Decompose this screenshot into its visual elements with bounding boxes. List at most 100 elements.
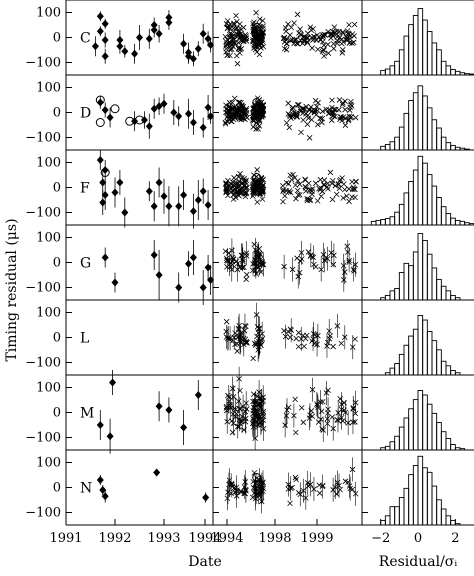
data-point-diamond <box>175 112 183 121</box>
data-point-cross <box>352 336 358 342</box>
data-point-diamond <box>96 476 104 484</box>
histogram-bar <box>417 455 424 526</box>
histogram-bar <box>431 267 438 301</box>
data-point-cross <box>328 117 335 124</box>
data-point-cross <box>353 178 359 185</box>
x-tick-label: 2 <box>451 531 459 546</box>
y-tick-label: 0 <box>53 31 61 46</box>
data-point-cross <box>336 482 342 489</box>
data-point-cross <box>235 174 242 180</box>
data-point-cross <box>242 322 248 329</box>
data-point-cross <box>243 177 250 184</box>
x-tick-label: 1992 <box>98 531 131 546</box>
data-point-cross <box>344 35 350 41</box>
data-point-cross <box>254 475 260 481</box>
data-point-cross <box>319 108 326 115</box>
data-point-cross <box>260 408 267 415</box>
data-point-diamond <box>150 251 158 259</box>
histogram-bar <box>384 218 391 226</box>
x-tick-label: 1998 <box>258 531 291 546</box>
data-point-cross <box>232 39 238 46</box>
data-point-cross <box>250 423 257 430</box>
histogram-bar <box>464 73 470 76</box>
histogram-bar <box>422 319 428 376</box>
y-tick-label: 0 <box>53 481 61 496</box>
histogram-bar <box>417 390 424 451</box>
data-point-circle <box>252 98 262 107</box>
data-point-cross <box>291 412 297 419</box>
data-point-cross <box>287 37 294 44</box>
data-point-diamond <box>96 27 104 36</box>
data-point-diamond <box>150 21 158 29</box>
data-point-cross <box>227 112 234 119</box>
histogram-bar <box>436 349 442 376</box>
data-point-cross <box>230 35 237 42</box>
data-point-cross <box>298 250 305 256</box>
data-point-cross <box>295 489 302 496</box>
data-point-cross <box>258 181 264 187</box>
data-point-cross <box>293 335 299 342</box>
y-tick-label: −100 <box>25 356 61 371</box>
histogram-bar <box>426 471 433 526</box>
data-point-cross <box>336 185 343 192</box>
data-point-cross <box>327 32 333 38</box>
data-point-diamond <box>194 196 202 204</box>
data-point-cross <box>309 191 315 198</box>
histogram-bar <box>445 515 452 526</box>
data-point-cross <box>286 124 293 131</box>
data-point-cross <box>252 400 259 406</box>
data-point-cross <box>289 266 296 273</box>
data-point-cross <box>332 484 339 490</box>
data-point-cross <box>331 252 337 259</box>
data-point-cross <box>239 256 246 263</box>
data-point-cross <box>309 37 316 44</box>
data-point-cross <box>317 36 324 43</box>
data-point-cross <box>254 167 260 173</box>
data-point-cross <box>282 333 289 340</box>
data-point-cross <box>317 187 324 193</box>
histogram-bar <box>398 426 405 451</box>
histogram-bar <box>384 372 391 376</box>
data-point-cross <box>298 404 305 411</box>
data-point-diamond <box>199 187 207 196</box>
data-point-diamond <box>204 103 212 112</box>
data-point-diamond <box>155 29 163 38</box>
data-point-cross <box>237 170 243 177</box>
data-point-cross <box>350 406 357 412</box>
histogram-bar <box>398 126 405 151</box>
data-point-diamond <box>175 202 183 211</box>
data-point-cross <box>315 121 321 128</box>
data-point-cross <box>319 48 326 55</box>
data-point-diamond <box>189 118 197 127</box>
y-tick-label: 0 <box>53 331 61 346</box>
data-point-cross <box>344 243 351 250</box>
histogram-bar <box>394 60 400 76</box>
data-point-cross <box>287 500 293 507</box>
data-point-cross <box>350 419 356 425</box>
data-point-cross <box>352 410 359 417</box>
data-point-cross <box>326 328 332 334</box>
data-point-cross <box>330 261 337 268</box>
data-point-diamond <box>207 276 215 284</box>
data-point-cross <box>253 271 260 277</box>
data-point-cross <box>234 25 240 31</box>
data-point-cross <box>325 28 331 35</box>
panel-label-g: G <box>80 256 91 272</box>
data-point-cross <box>223 109 229 116</box>
data-point-cross <box>297 108 304 115</box>
data-point-cross <box>329 97 335 104</box>
histogram-bar <box>440 285 447 301</box>
histogram-bar <box>426 253 433 301</box>
histogram-bar <box>394 506 400 526</box>
histogram-bar <box>394 288 400 301</box>
data-point-cross <box>292 182 299 188</box>
data-point-cross <box>348 98 354 105</box>
data-point-cross <box>250 416 256 422</box>
histogram-bar <box>380 519 386 526</box>
data-point-cross <box>329 31 335 38</box>
data-point-diamond <box>91 42 99 51</box>
data-point-cross <box>309 253 316 260</box>
histogram-bar <box>454 372 461 376</box>
histogram-bar <box>403 417 410 451</box>
data-point-cross <box>222 121 229 127</box>
